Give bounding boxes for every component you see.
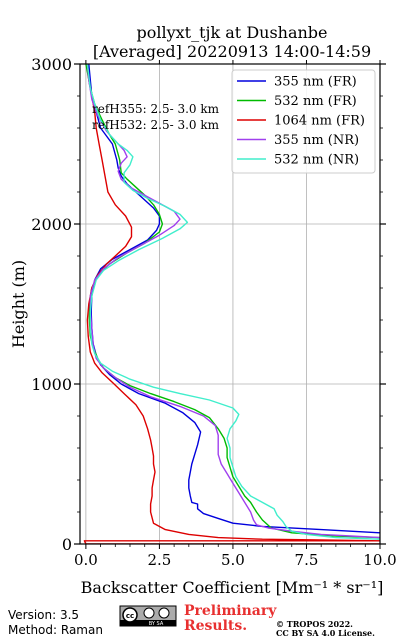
- y-tick-label: 1000: [31, 375, 72, 394]
- series-line: [86, 64, 380, 540]
- copyright-text: © TROPOS 2022.: [276, 619, 353, 629]
- y-axis-label: Height (m): [9, 260, 28, 348]
- series-lines: [83, 64, 380, 544]
- share-alike-icon: [158, 607, 170, 619]
- plot-frame: [79, 63, 381, 545]
- series-line: [86, 64, 380, 539]
- legend: 355 nm (FR) 532 nm (FR) 1064 nm (FR) 355 nm…: [231, 69, 376, 174]
- x-tick-label: 10.0: [363, 551, 396, 569]
- svg-text:cc: cc: [126, 612, 134, 620]
- series-line: [83, 64, 380, 544]
- x-tick-label: 7.5: [295, 551, 319, 569]
- x-tick-labels: 0.0 2.5 5.0 7.5 10.0: [74, 551, 397, 569]
- legend-box: [231, 69, 376, 174]
- annotation-refh532: refH532: 2.5- 3.0 km: [92, 118, 220, 132]
- version-text: Version: 3.5: [8, 608, 79, 622]
- chart-title-line-1: pollyxt_tjk at Dushanbe: [136, 23, 327, 42]
- x-tick-label: 0.0: [74, 551, 98, 569]
- x-tick-label: 5.0: [221, 551, 245, 569]
- y-tick-labels: 0 1000 2000 3000: [31, 55, 72, 554]
- method-text: Method: Raman: [8, 623, 103, 637]
- cc-icon: [122, 607, 138, 623]
- y-tick-label: 3000: [31, 55, 72, 74]
- results-label: Results.: [184, 618, 247, 634]
- attribution-icon: [143, 607, 155, 619]
- legend-label: 532 nm (FR): [274, 94, 357, 109]
- legend-label: 355 nm (FR): [274, 75, 357, 90]
- cc-license-badge: cc BY SA: [119, 605, 177, 627]
- preliminary-label: Preliminary: [184, 603, 277, 619]
- y-tick-label: 0: [62, 535, 72, 554]
- legend-label: 532 nm (NR): [274, 153, 359, 168]
- y-tick-label: 2000: [31, 215, 72, 234]
- legend-label: 1064 nm (FR): [274, 114, 365, 129]
- x-tick-label: 2.5: [147, 551, 171, 569]
- license-text: CC BY SA 4.0 License.: [276, 628, 375, 638]
- chart-title-line-2: [Averaged] 20220913 14:00-14:59: [93, 42, 371, 61]
- annotation-refh355: refH355: 2.5- 3.0 km: [92, 102, 220, 116]
- legend-label: 355 nm (NR): [274, 133, 359, 148]
- license-badge-text: BY SA: [149, 621, 164, 627]
- x-axis-label: Backscatter Coefficient [Mm⁻¹ * sr⁻¹]: [81, 578, 384, 597]
- axis-ticks: [74, 60, 386, 549]
